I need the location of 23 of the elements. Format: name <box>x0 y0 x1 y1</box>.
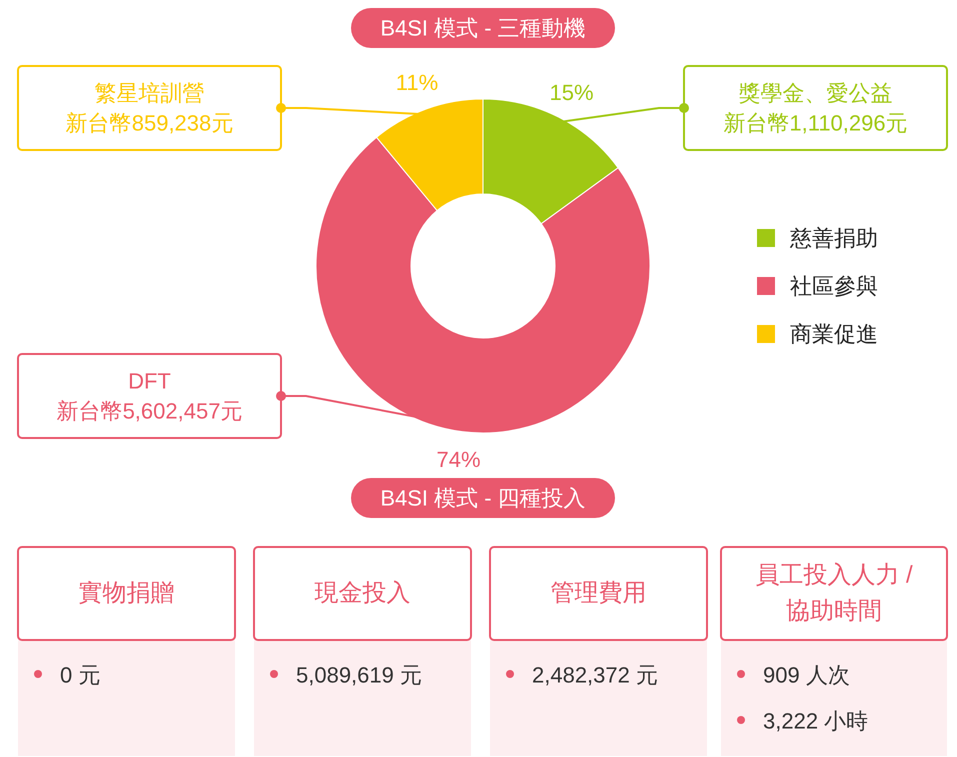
text: 2,482,372 元 <box>532 662 658 688</box>
text: 909 人次 <box>763 662 850 688</box>
text: 5,089,619 元 <box>296 662 422 688</box>
legend-label: 商業促進 <box>790 322 878 346</box>
legend-label: 社區參與 <box>790 274 878 298</box>
text: 獎學金、愛公益 <box>738 80 892 106</box>
category-label: 管理費用 <box>550 580 646 606</box>
text: 新台幣5,602,457元 <box>56 398 242 424</box>
category-label: 實物捐贈 <box>78 580 174 606</box>
text: 3,222 小時 <box>763 708 868 734</box>
data-label: 11% <box>396 70 438 96</box>
text: 0 元 <box>60 662 100 688</box>
category-label: 現金投入 <box>314 580 410 606</box>
legend-label: 慈善捐助 <box>789 226 878 250</box>
chart-title: B4SI 模式 - 三種動機 <box>380 16 586 40</box>
data-label: 15% <box>550 80 594 105</box>
text: 新台幣1,110,296元 <box>723 110 908 136</box>
text: 繁星培訓營 <box>94 80 204 106</box>
category-label: 員工投入人力 / 協助時間 <box>755 562 913 624</box>
data-label: 74% <box>436 446 481 472</box>
text: DFT <box>128 368 171 394</box>
text: 新台幣859,238元 <box>66 110 234 136</box>
text: B4SI 模式 - 四種投入 <box>380 486 586 510</box>
